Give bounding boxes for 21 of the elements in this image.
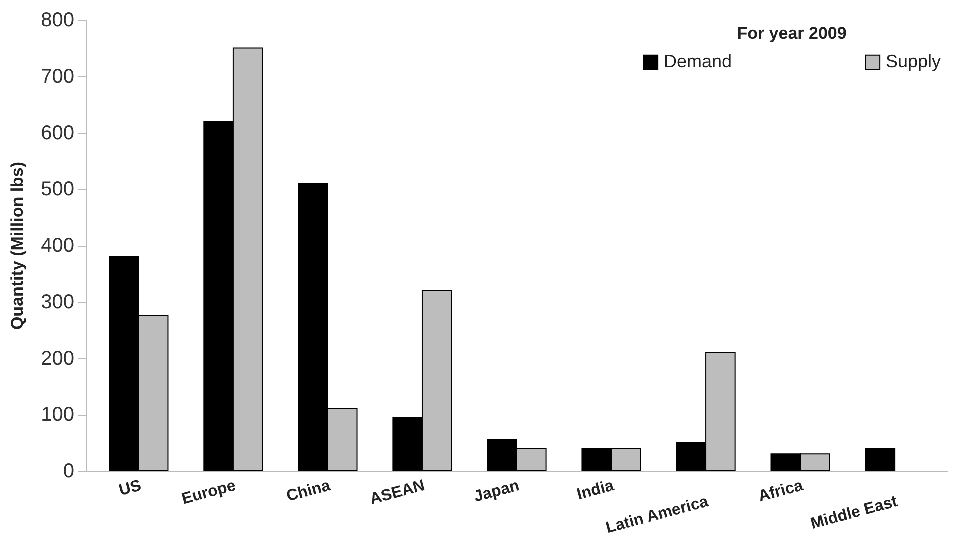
y-tick-label: 300 [41,291,74,314]
y-tick-label: 600 [41,122,74,144]
y-tick-label: 700 [41,66,74,88]
x-tick-label: Africa [756,477,806,506]
x-tick-label: Middle East [809,493,900,533]
x-tick-label: China [285,477,332,506]
legend-title: For year 2009 [737,24,847,43]
y-tick-label: 0 [63,460,74,482]
bar [865,448,896,472]
legend-label: Demand [664,51,732,72]
x-tick-label: Japan [472,478,522,506]
y-tick-label: 800 [41,10,74,32]
legend-label: Supply [886,51,942,72]
y-tick-label: 400 [41,235,74,257]
x-tick-label: ASEAN [368,478,427,508]
y-tick-label: 200 [41,348,74,370]
x-tick-label: US [117,477,144,500]
y-tick-label: 100 [41,404,74,426]
y-axis-title: Quantity (Million lbs) [8,162,28,330]
x-tick-label: Europe [180,477,238,508]
y-tick-label: 500 [41,178,74,201]
